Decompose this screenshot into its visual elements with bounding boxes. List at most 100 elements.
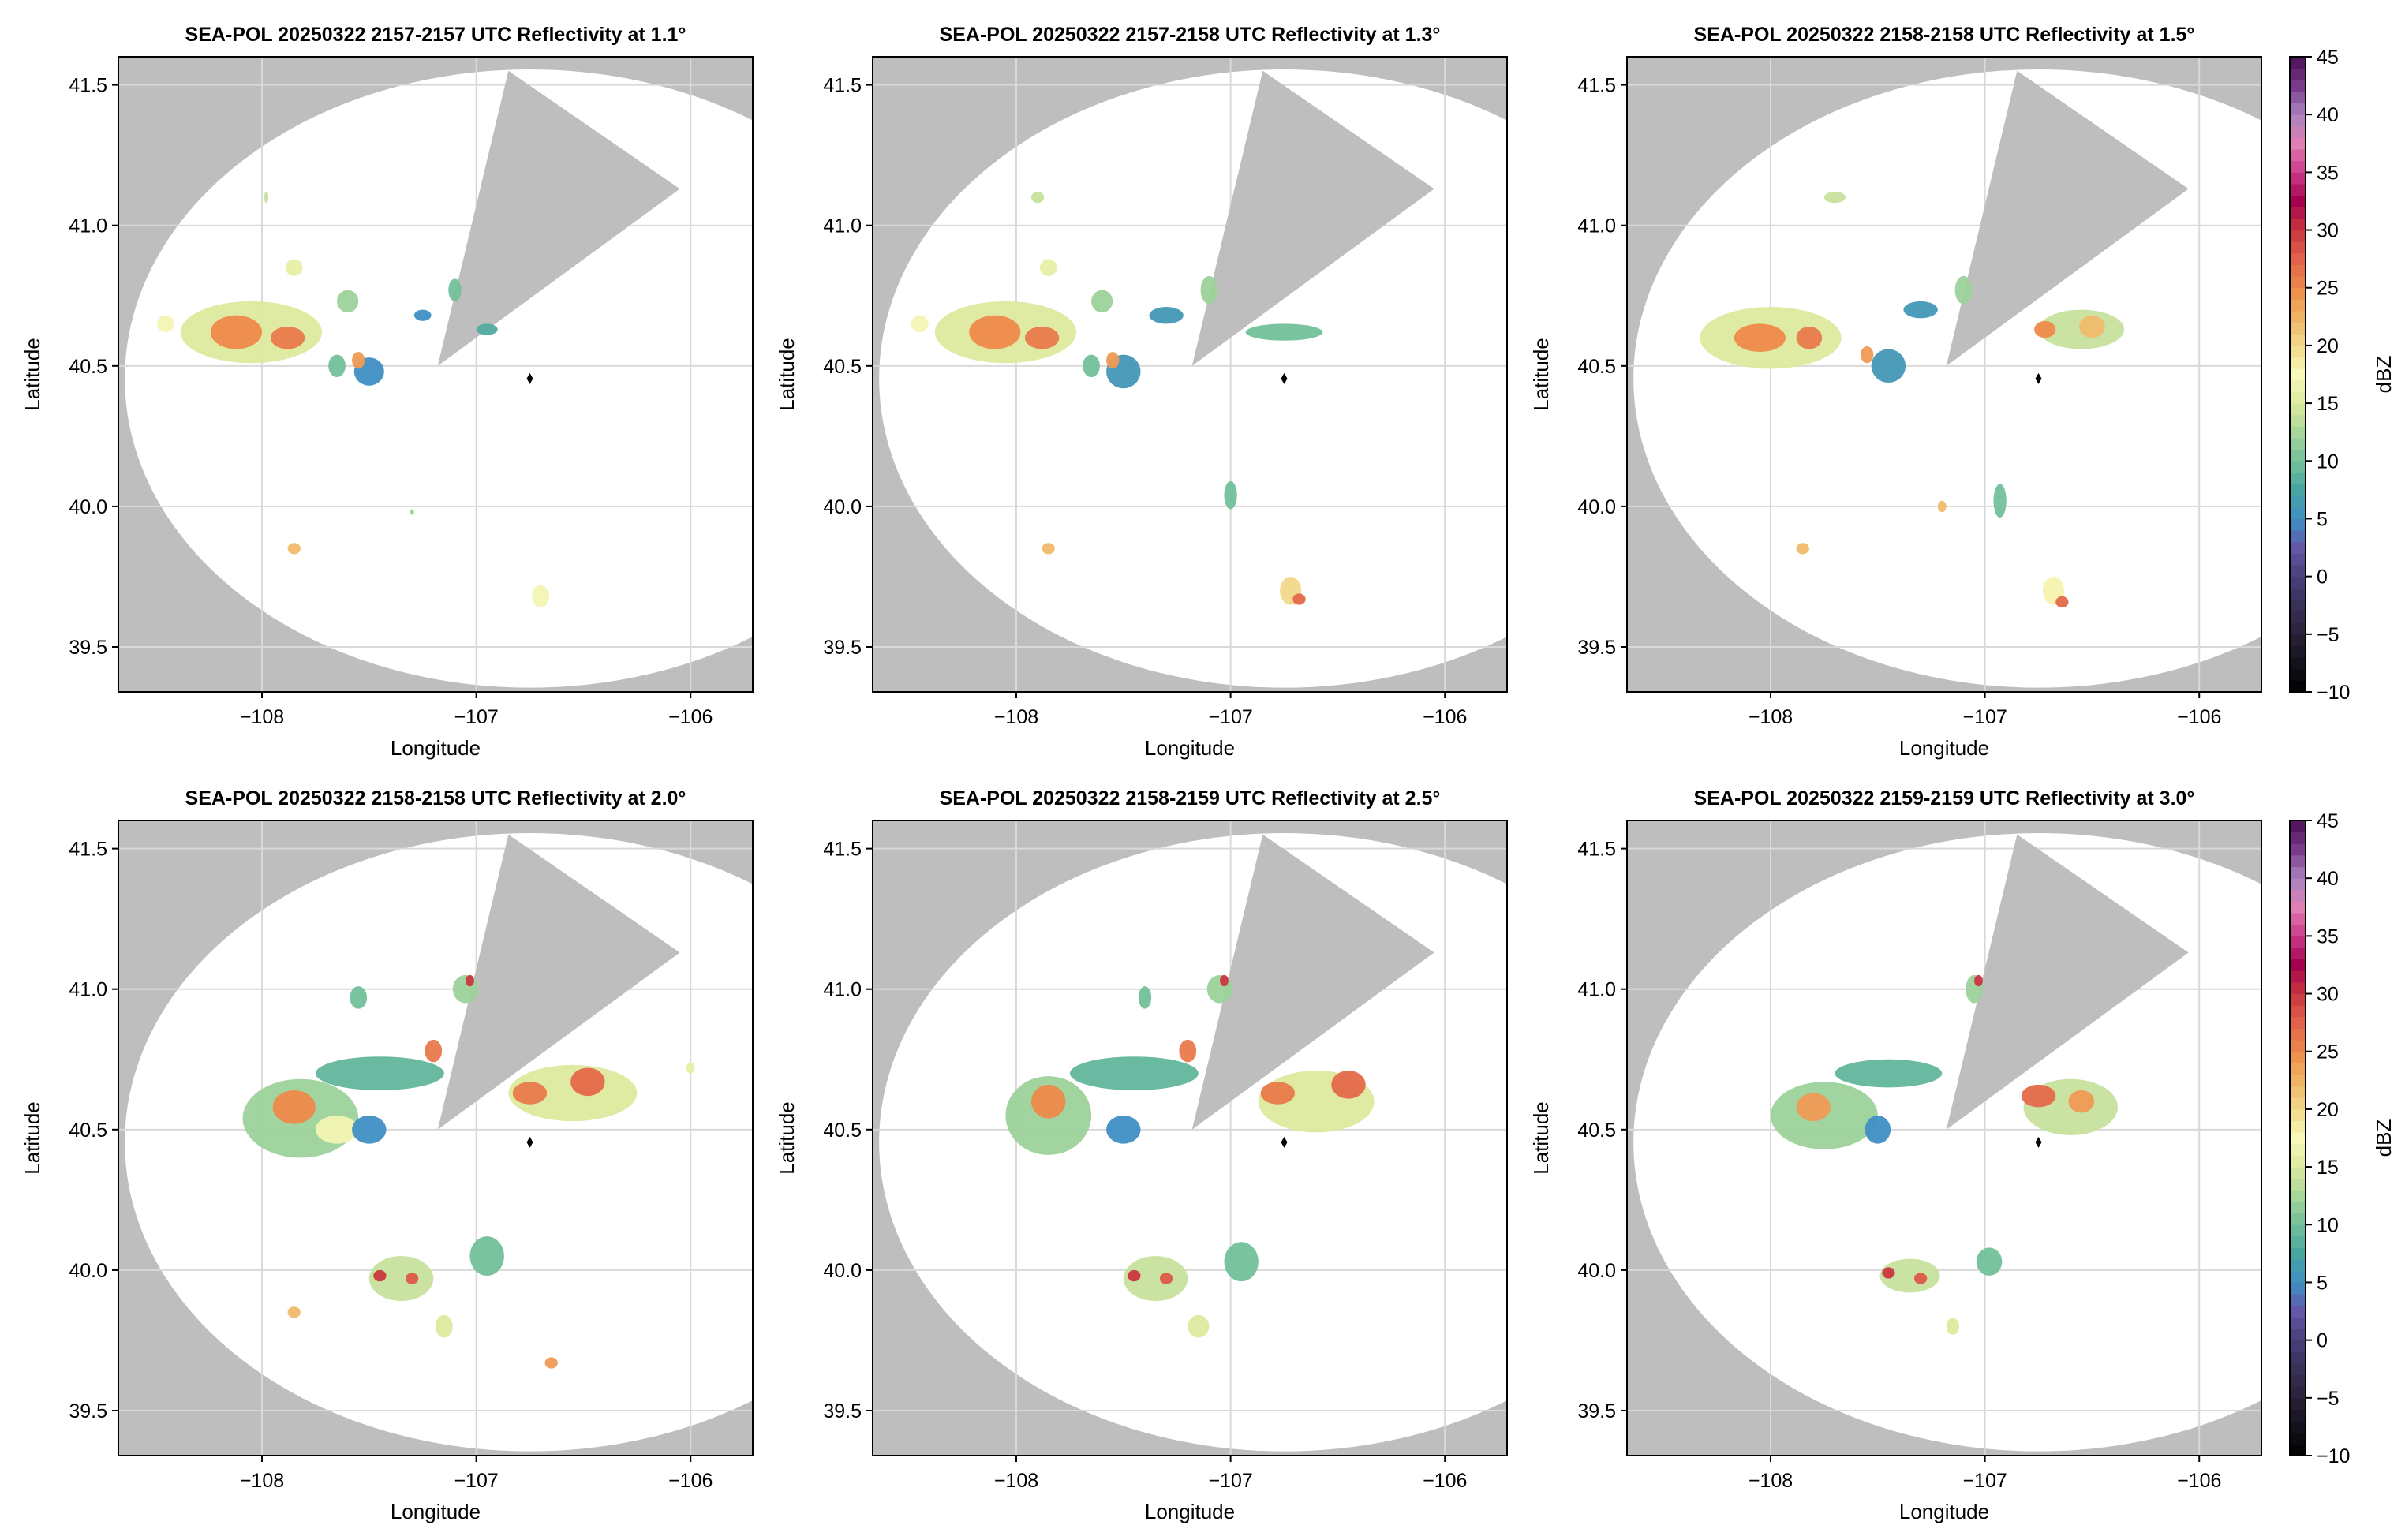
colorbar-band bbox=[2290, 1178, 2306, 1191]
reflectivity-echo bbox=[1106, 352, 1120, 369]
reflectivity-echo bbox=[328, 354, 346, 378]
colorbar-band bbox=[2290, 680, 2306, 693]
colorbar-band bbox=[2290, 1143, 2306, 1156]
colorbar-band bbox=[2290, 1432, 2306, 1445]
axes-frame bbox=[872, 56, 1508, 693]
colorbar-band bbox=[2290, 1270, 2306, 1283]
colorbar-tick-label: 10 bbox=[2317, 450, 2339, 473]
reflectivity-echo bbox=[1796, 543, 1809, 555]
colorbar: −10 −5 0 5 10 15 20 25 30 35 40 45 dBZ bbox=[2289, 47, 2396, 704]
colorbar-band bbox=[2290, 981, 2306, 995]
panel-4: SEA-POL 20250322 2158-2158 UTC Reflectiv… bbox=[21, 787, 754, 1523]
radar-location-marker bbox=[1281, 1136, 1288, 1148]
reflectivity-echo bbox=[425, 1039, 443, 1063]
colorbar-band bbox=[2290, 832, 2306, 844]
reflectivity-echo bbox=[1861, 346, 1874, 364]
reflectivity-echo bbox=[448, 278, 462, 301]
reflectivity-echo bbox=[1946, 1318, 1960, 1335]
colorbar-tick-label: 35 bbox=[2317, 162, 2339, 184]
colorbar-band bbox=[2290, 1317, 2306, 1329]
y-tick-label: 41.0 bbox=[823, 215, 862, 237]
colorbar-band bbox=[2290, 657, 2306, 670]
colorbar-band bbox=[2290, 924, 2306, 936]
y-axis-label: Latitude bbox=[1529, 338, 1553, 411]
colorbar-band bbox=[2290, 518, 2306, 531]
y-tick-label: 40.5 bbox=[1577, 1119, 1616, 1142]
colorbar-tick-label: −5 bbox=[2317, 624, 2340, 646]
reflectivity-echo bbox=[1179, 1039, 1197, 1063]
reflectivity-echo bbox=[337, 290, 359, 313]
y-tick-label: 41.5 bbox=[823, 839, 862, 861]
radar-location-marker bbox=[1281, 372, 1288, 384]
x-axis-label: Longitude bbox=[391, 736, 481, 760]
reflectivity-echo bbox=[1865, 1116, 1891, 1144]
colorbar-band bbox=[2290, 913, 2306, 925]
colorbar-band bbox=[2290, 565, 2306, 578]
y-tick-label: 40.0 bbox=[823, 496, 862, 518]
x-tick-label: −107 bbox=[1962, 1470, 2007, 1492]
reflectivity-echo bbox=[1871, 349, 1906, 383]
colorbar-tick-label: 25 bbox=[2317, 278, 2339, 300]
colorbar-band bbox=[2290, 599, 2306, 612]
colorbar-band bbox=[2290, 1051, 2306, 1063]
colorbar-band bbox=[2290, 241, 2306, 254]
panel-3: SEA-POL 20250322 2158-2158 UTC Reflectiv… bbox=[1529, 24, 2396, 760]
axes-frame bbox=[1626, 820, 2262, 1456]
colorbar-band bbox=[2290, 1235, 2306, 1249]
reflectivity-echo bbox=[2079, 315, 2105, 338]
colorbar-band bbox=[2290, 1259, 2306, 1272]
panel-title: SEA-POL 20250322 2158-2158 UTC Reflectiv… bbox=[1694, 24, 2195, 46]
reflectivity-echo bbox=[2068, 1090, 2095, 1113]
y-tick-label: 40.0 bbox=[69, 496, 107, 518]
colorbar-frame bbox=[2289, 820, 2306, 1456]
x-axis-label: Longitude bbox=[391, 1500, 481, 1523]
x-tick-label: −106 bbox=[668, 1470, 713, 1492]
colorbar: −10 −5 0 5 10 15 20 25 30 35 40 45 dBZ bbox=[2289, 810, 2396, 1467]
reflectivity-echo bbox=[1083, 354, 1100, 378]
reflectivity-echo bbox=[1882, 1267, 1895, 1279]
colorbar-band bbox=[2290, 1167, 2306, 1179]
colorbar-band bbox=[2290, 1329, 2306, 1341]
colorbar-band bbox=[2290, 576, 2306, 589]
colorbar-band bbox=[2290, 854, 2306, 868]
colorbar-tick-label: 15 bbox=[2317, 393, 2339, 415]
colorbar-band bbox=[2290, 634, 2306, 646]
reflectivity-echo bbox=[1128, 1269, 1141, 1282]
y-tick-label: 39.5 bbox=[823, 637, 862, 659]
panel-title: SEA-POL 20250322 2158-2159 UTC Reflectiv… bbox=[940, 787, 1441, 809]
panel-6: SEA-POL 20250322 2159-2159 UTC Reflectiv… bbox=[1529, 787, 2396, 1523]
colorbar-band bbox=[2290, 1120, 2306, 1133]
y-tick-label: 40.5 bbox=[1577, 356, 1616, 378]
reflectivity-echo bbox=[452, 974, 479, 1004]
reflectivity-echo bbox=[686, 1062, 695, 1074]
colorbar-band bbox=[2290, 1155, 2306, 1168]
x-tick-label: −108 bbox=[240, 706, 284, 728]
reflectivity-echo bbox=[1091, 290, 1113, 313]
reflectivity-echo bbox=[1331, 1071, 1366, 1099]
colorbar-tick-label: 30 bbox=[2317, 220, 2339, 242]
colorbar-band bbox=[2290, 1005, 2306, 1018]
colorbar-band bbox=[2290, 889, 2306, 902]
colorbar-band bbox=[2290, 379, 2306, 392]
y-tick-label: 41.5 bbox=[1577, 75, 1616, 97]
colorbar-band bbox=[2290, 1397, 2306, 1410]
colorbar-band bbox=[2290, 1444, 2306, 1456]
colorbar-band bbox=[2290, 103, 2306, 115]
reflectivity-echo bbox=[1292, 593, 1306, 605]
colorbar-band bbox=[2290, 368, 2306, 381]
reflectivity-echo bbox=[2034, 320, 2056, 338]
colorbar-band bbox=[2290, 391, 2306, 404]
reflectivity-echo bbox=[287, 1306, 301, 1318]
x-tick-label: −108 bbox=[994, 1470, 1038, 1492]
colorbar-band bbox=[2290, 345, 2306, 358]
reflectivity-echo bbox=[373, 1269, 387, 1282]
reflectivity-echo bbox=[405, 1273, 419, 1284]
colorbar-band bbox=[2290, 948, 2306, 960]
reflectivity-echo bbox=[1039, 259, 1057, 276]
reflectivity-echo bbox=[210, 315, 262, 349]
y-tick-label: 39.5 bbox=[823, 1400, 862, 1422]
reflectivity-echo bbox=[1031, 1084, 1066, 1119]
x-axis-label: Longitude bbox=[1145, 736, 1235, 760]
plot-area bbox=[1627, 820, 2261, 1456]
